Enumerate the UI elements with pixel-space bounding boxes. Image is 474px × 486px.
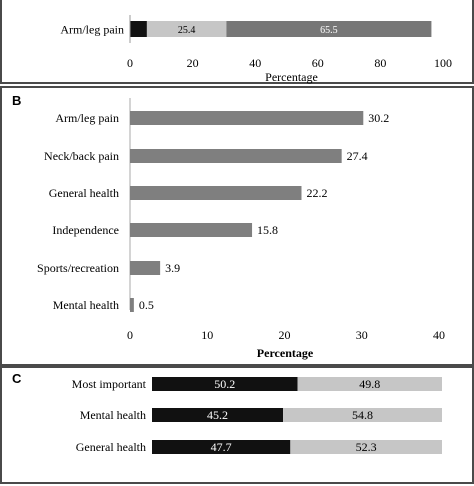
bar <box>130 223 253 237</box>
data-label: 22.2 <box>306 186 327 200</box>
data-label: 25.4 <box>178 25 196 36</box>
x-tick-label: 30 <box>356 328 368 342</box>
x-tick-label: 20 <box>187 56 199 70</box>
category-label: Arm/leg pain <box>60 23 124 37</box>
category-label: Mental health <box>80 408 146 422</box>
bar-segment <box>152 408 284 422</box>
data-label: 15.8 <box>257 223 278 237</box>
panel-b: B Arm/leg pain 30.2 Neck/back pain 27.4 Gene… <box>0 86 474 366</box>
bar-segment <box>152 377 298 391</box>
data-label: 49.8 <box>359 377 380 391</box>
data-label: 65.5 <box>320 25 338 36</box>
data-label: 30.2 <box>368 111 389 125</box>
bar-segment <box>297 377 442 391</box>
bar-segment <box>283 408 442 422</box>
panel-c-label: C <box>12 371 22 386</box>
chart-a: Arm/leg pain5.425.465.5020406080100Perce… <box>60 15 452 84</box>
x-tick-label: 0 <box>127 56 133 70</box>
x-tick-label: 20 <box>279 328 291 342</box>
x-tick-label: 80 <box>374 56 386 70</box>
chart-b: Arm/leg pain 30.2 Neck/back pain 27.4 Genera… <box>37 98 445 360</box>
bar-segment <box>226 21 432 37</box>
panel-b-label: B <box>12 93 22 108</box>
x-tick-label: 40 <box>433 328 445 342</box>
category-label: General health <box>49 186 119 200</box>
bar <box>130 261 161 275</box>
data-label: 50.2 <box>214 377 235 391</box>
x-tick-label: 100 <box>434 56 452 70</box>
bar-segment <box>290 440 442 454</box>
category-label: Mental health <box>53 298 119 312</box>
bar-segment <box>152 440 291 454</box>
x-tick-label: 10 <box>201 328 213 342</box>
data-label: 45.2 <box>207 408 228 422</box>
data-label: 3.9 <box>165 261 180 275</box>
panel-a: Arm/leg pain5.425.465.5020406080100Perce… <box>0 0 474 84</box>
data-label: 27.4 <box>347 149 368 163</box>
data-label: 47.7 <box>211 440 232 454</box>
data-label: 0.5 <box>139 298 154 312</box>
bar <box>130 298 134 312</box>
category-label: General health <box>76 440 146 454</box>
panel-c: C Most important 50.2 49.8 Mental health 45.… <box>0 366 474 484</box>
bar <box>130 111 364 125</box>
bar <box>130 186 302 200</box>
category-label: Arm/leg pain <box>55 111 119 125</box>
category-label: Sports/recreation <box>37 261 119 275</box>
x-axis-label: Percentage <box>265 70 318 84</box>
x-tick-label: 60 <box>312 56 324 70</box>
category-label: Neck/back pain <box>44 149 119 163</box>
x-tick-label: 40 <box>249 56 261 70</box>
category-label: Independence <box>52 223 119 237</box>
x-axis-label: Percentage <box>257 346 314 360</box>
category-label: Most important <box>72 377 147 391</box>
bar-segment <box>146 21 227 37</box>
bar-segment <box>130 21 147 37</box>
data-label: 54.8 <box>352 408 373 422</box>
bar <box>130 149 342 163</box>
x-tick-label: 0 <box>127 328 133 342</box>
chart-c: Most important 50.2 49.8 Mental health 45.2 5… <box>72 377 442 454</box>
data-label: 52.3 <box>356 440 377 454</box>
